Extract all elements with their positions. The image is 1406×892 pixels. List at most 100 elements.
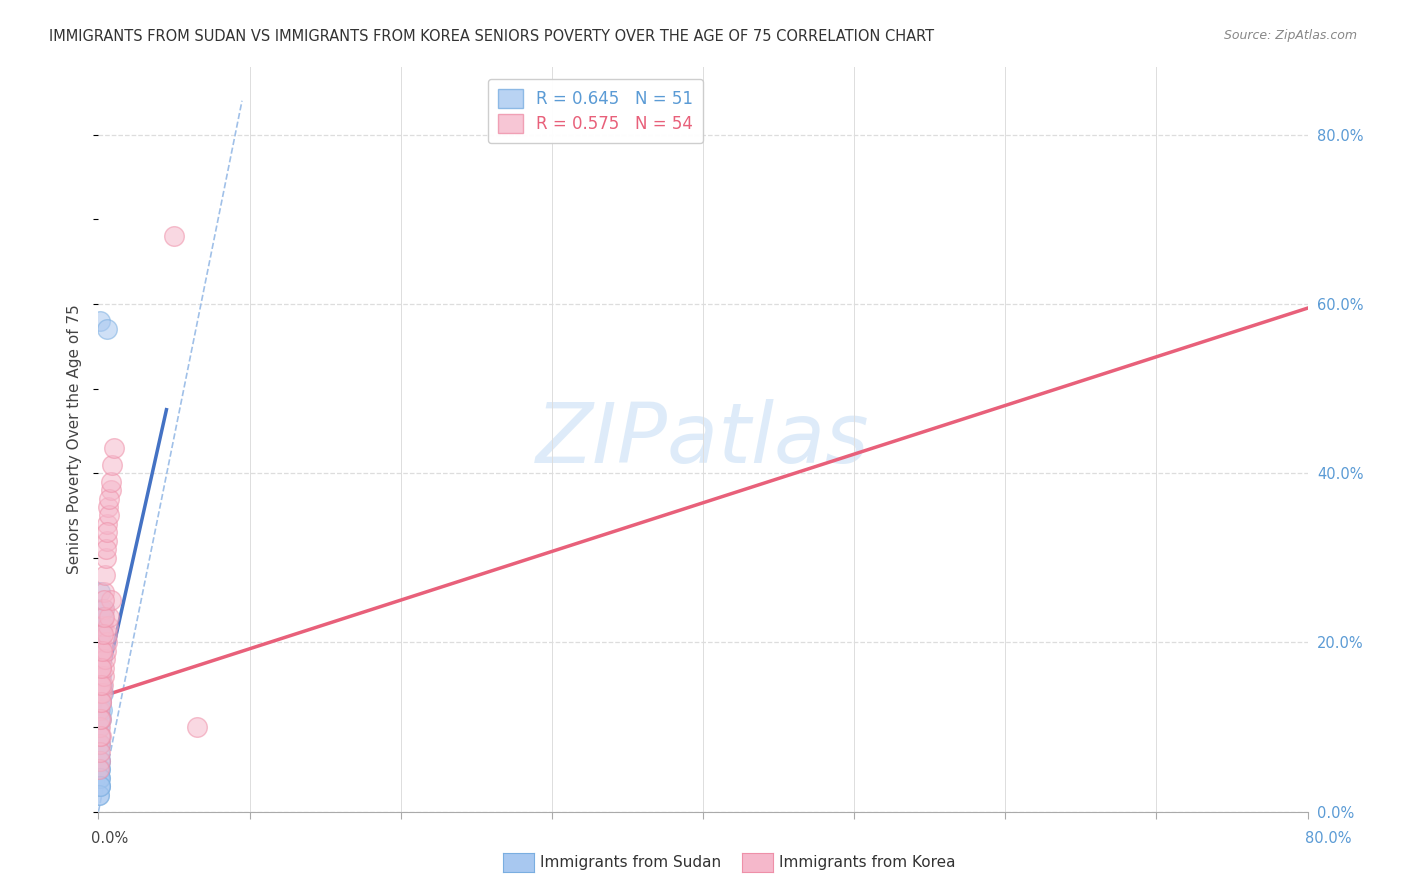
Point	[90, 661, 112, 675]
Point	[100, 593, 122, 607]
Point	[90, 695, 112, 709]
Point	[101, 458, 124, 472]
Point	[89, 627, 111, 641]
Point	[89, 771, 111, 785]
Point	[89, 703, 111, 717]
Point	[94, 644, 117, 658]
Point	[91, 644, 114, 658]
Point	[91, 644, 114, 658]
Point	[89, 754, 111, 768]
Point	[89, 610, 111, 624]
Point	[89, 678, 111, 692]
Point	[89, 720, 111, 734]
Point	[89, 771, 111, 785]
Point	[90, 618, 112, 632]
Point	[89, 763, 111, 777]
Text: Source: ZipAtlas.com: Source: ZipAtlas.com	[1223, 29, 1357, 42]
Point	[89, 669, 111, 683]
Point	[90, 678, 112, 692]
Point	[90, 635, 112, 649]
Point	[91, 686, 114, 700]
Point	[90, 601, 112, 615]
Point	[94, 567, 117, 582]
Point	[91, 618, 114, 632]
Point	[91, 703, 114, 717]
Point	[100, 475, 122, 489]
Point	[94, 550, 117, 565]
Legend: R = 0.645   N = 51, R = 0.575   N = 54: R = 0.645 N = 51, R = 0.575 N = 54	[488, 79, 703, 144]
Point	[89, 314, 111, 328]
Point	[96, 322, 118, 336]
Point	[89, 763, 111, 777]
Point	[91, 678, 114, 692]
Point	[89, 652, 111, 666]
Point	[94, 652, 117, 666]
Point	[89, 635, 111, 649]
Point	[89, 763, 111, 777]
Point	[103, 441, 125, 455]
Point	[93, 661, 115, 675]
Point	[89, 703, 111, 717]
Point	[90, 712, 112, 726]
Point	[89, 635, 111, 649]
Point	[89, 737, 111, 751]
Point	[89, 712, 111, 726]
Point	[90, 661, 112, 675]
Point	[89, 712, 111, 726]
Point	[89, 780, 111, 794]
Point	[89, 686, 111, 700]
Y-axis label: Seniors Poverty Over the Age of 75: Seniors Poverty Over the Age of 75	[67, 304, 83, 574]
Point	[89, 746, 111, 760]
Point	[90, 695, 112, 709]
Point	[89, 695, 111, 709]
Point	[89, 678, 111, 692]
Point	[89, 661, 111, 675]
Point	[90, 695, 112, 709]
Point	[90, 635, 112, 649]
Point	[90, 661, 112, 675]
Text: 0.0%: 0.0%	[91, 831, 128, 846]
Point	[98, 610, 121, 624]
Point	[96, 627, 118, 641]
Point	[89, 788, 111, 802]
Point	[89, 754, 111, 768]
Point	[96, 516, 118, 531]
Point	[89, 763, 111, 777]
Point	[93, 601, 115, 615]
Text: Immigrants from Korea: Immigrants from Korea	[779, 855, 956, 870]
Point	[98, 508, 121, 523]
Text: IMMIGRANTS FROM SUDAN VS IMMIGRANTS FROM KOREA SENIORS POVERTY OVER THE AGE OF 7: IMMIGRANTS FROM SUDAN VS IMMIGRANTS FROM…	[49, 29, 935, 44]
Point	[163, 229, 186, 244]
Point	[89, 729, 111, 743]
Point	[89, 669, 111, 683]
Point	[90, 652, 112, 666]
Point	[93, 593, 115, 607]
Point	[96, 635, 118, 649]
Point	[90, 627, 112, 641]
Point	[89, 737, 111, 751]
Text: Immigrants from Sudan: Immigrants from Sudan	[540, 855, 721, 870]
Point	[90, 712, 112, 726]
Point	[89, 686, 111, 700]
Point	[89, 584, 111, 599]
Point	[89, 720, 111, 734]
Point	[90, 652, 112, 666]
Point	[90, 644, 112, 658]
Point	[97, 500, 120, 514]
Point	[89, 754, 111, 768]
Point	[91, 610, 114, 624]
Point	[89, 729, 111, 743]
Point	[186, 720, 208, 734]
Point	[89, 737, 111, 751]
Text: ZIPatlas: ZIPatlas	[536, 399, 870, 480]
Point	[91, 686, 114, 700]
Point	[89, 644, 111, 658]
Point	[89, 788, 111, 802]
Point	[93, 669, 115, 683]
Point	[89, 780, 111, 794]
Point	[89, 618, 111, 632]
Point	[91, 627, 114, 641]
Point	[89, 780, 111, 794]
Point	[93, 610, 115, 624]
Point	[94, 542, 117, 557]
